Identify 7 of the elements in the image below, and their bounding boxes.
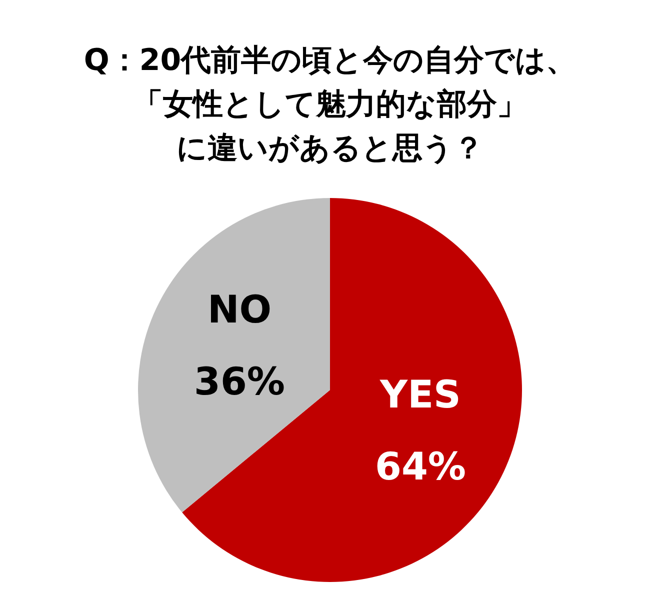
data-label: 64% (375, 444, 466, 489)
pie-slice (138, 198, 330, 512)
slice-label: NO (207, 287, 272, 332)
pie-slice (182, 198, 522, 582)
data-label: 36% (194, 359, 285, 404)
chart-title: Q：20代前半の頃と今の自分では、「女性として魅力的な部分」に違いがあると思う？ (84, 43, 576, 166)
slice-label: YES (379, 372, 461, 417)
